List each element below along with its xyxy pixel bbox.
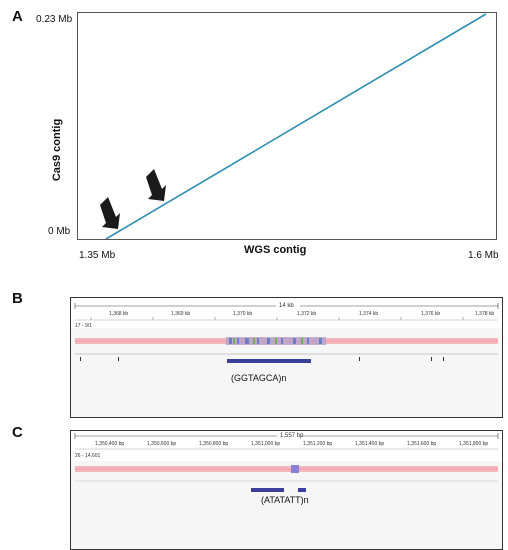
tick-label-b: 1,374 kb: [359, 311, 378, 317]
x-axis-right-label: 1.6 Mb: [468, 250, 499, 261]
repeat-label-b: (GGTAGCA)n: [231, 373, 287, 383]
y-axis-title: Cas9 contig: [51, 118, 64, 182]
tick-label-b: 1,378 kb: [475, 311, 494, 317]
repeat-bar-c-2: [298, 488, 306, 492]
y-axis-bottom-label: 0 Mb: [48, 226, 71, 237]
repeat-bar-b: [227, 359, 311, 363]
igv-view-c: 1,557 bp 1,350,400 bp 1,350,600 bp 1,350…: [70, 430, 503, 550]
igv-view-b: 14 kb 1,368 kb 1,369 kb 1,370 kb 1,372 k…: [70, 297, 503, 418]
scale-label-b: 14 kb: [279, 303, 294, 309]
arrow-icon-2: [146, 169, 166, 201]
repeat-bar-c-1: [251, 488, 284, 492]
panel-a-letter: A: [12, 8, 23, 25]
tick-label-c: 1,351,400 bp: [355, 441, 384, 447]
tick-label-c: 1,350,600 bp: [147, 441, 176, 447]
panel-c-letter: C: [12, 424, 23, 441]
alignment-line: [105, 13, 487, 239]
tick-label-b: 1,369 kb: [171, 311, 190, 317]
igv-b-svg: 14 kb 1,368 kb 1,369 kb 1,370 kb 1,372 k…: [71, 298, 502, 363]
tick-label-b: 1,372 kb: [297, 311, 316, 317]
tick-label-b: 1,376 kb: [421, 311, 440, 317]
arrow-icon-1: [100, 197, 120, 229]
track-name-c: 26 - 14,601: [75, 453, 101, 459]
panel-b-letter: B: [12, 290, 23, 307]
tick-label-b: 1,370 kb: [233, 311, 252, 317]
tick-label-c: 1,351,000 bp: [251, 441, 280, 447]
tick-label-c: 1,351,200 bp: [303, 441, 332, 447]
track-name-b: 17 - 9/1: [75, 323, 92, 329]
tick-label-c: 1,350,400 bp: [95, 441, 124, 447]
tick-label-c: 1,350,800 bp: [199, 441, 228, 447]
y-axis-top-label: 0.23 Mb: [36, 14, 73, 25]
igv-c-svg: 1,557 bp 1,350,400 bp 1,350,600 bp 1,350…: [71, 431, 502, 492]
dotplot-svg: [100, 13, 487, 239]
x-axis-title: WGS contig: [244, 244, 307, 256]
scale-label-c: 1,557 bp: [280, 433, 304, 439]
tick-label-c: 1,351,600 bp: [407, 441, 436, 447]
dotplot-area: [77, 12, 497, 240]
tick-label-c: 1,351,800 bp: [459, 441, 488, 447]
tick-label-b: 1,368 kb: [109, 311, 128, 317]
repeat-label-c: (ATATATT)n: [261, 495, 309, 505]
x-axis-left-label: 1.35 Mb: [79, 250, 116, 261]
